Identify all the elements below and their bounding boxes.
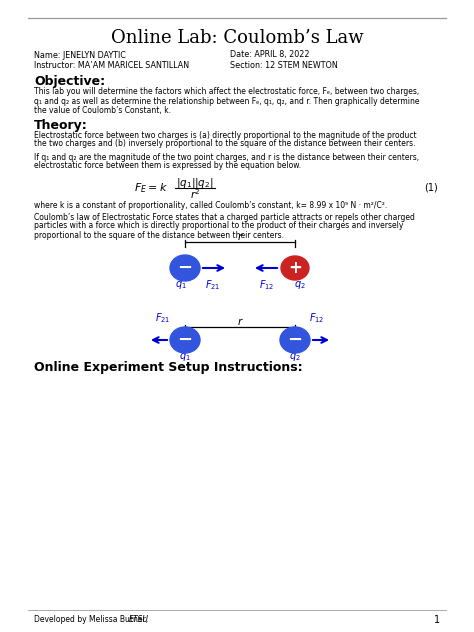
- Text: (1): (1): [424, 183, 438, 193]
- Text: This lab you will determine the factors which affect the electrostatic force, Fₑ: This lab you will determine the factors …: [34, 87, 419, 97]
- Text: r: r: [238, 232, 242, 242]
- Text: Coulomb’s law of Electrostatic Force states that a charged particle attracts or : Coulomb’s law of Electrostatic Force sta…: [34, 212, 415, 221]
- Text: where k is a constant of proportionality, called Coulomb’s constant, k= 8.99 x 1: where k is a constant of proportionality…: [34, 200, 387, 209]
- Ellipse shape: [170, 327, 200, 353]
- Text: $q_2$: $q_2$: [289, 351, 301, 363]
- Text: q₁ and q₂ as well as determine the relationship between Fₑ, q₁, q₂, and r. Then : q₁ and q₂ as well as determine the relat…: [34, 97, 419, 106]
- Text: ETSU: ETSU: [129, 616, 149, 624]
- Text: electrostatic force between them is expressed by the equation below.: electrostatic force between them is expr…: [34, 162, 301, 171]
- Ellipse shape: [280, 327, 310, 353]
- Text: Date: APRIL 8, 2022: Date: APRIL 8, 2022: [230, 51, 310, 59]
- Text: −: −: [177, 259, 192, 277]
- Text: $F_E = k$: $F_E = k$: [134, 181, 168, 195]
- Text: Name: JENELYN DAYTIC: Name: JENELYN DAYTIC: [34, 51, 126, 59]
- Text: $F_{21}$: $F_{21}$: [155, 311, 171, 325]
- Text: $q_2$: $q_2$: [294, 279, 306, 291]
- Text: the two charges and (b) inversely proportional to the square of the distance bet: the two charges and (b) inversely propor…: [34, 140, 416, 149]
- Text: $|q_1||q_2|$: $|q_1||q_2|$: [176, 176, 214, 190]
- Text: 1: 1: [434, 615, 440, 625]
- Text: +: +: [288, 259, 302, 277]
- Text: r: r: [238, 317, 242, 327]
- Text: $q_1$: $q_1$: [179, 351, 191, 363]
- Text: Theory:: Theory:: [34, 119, 88, 131]
- Ellipse shape: [170, 255, 200, 281]
- Text: Online Experiment Setup Instructions:: Online Experiment Setup Instructions:: [34, 362, 302, 375]
- Text: Electrostatic force between two charges is (a) directly proportional to the magn: Electrostatic force between two charges …: [34, 130, 417, 140]
- Text: proportional to the square of the distance between their centers.: proportional to the square of the distan…: [34, 231, 284, 240]
- Text: Instructor: MA’AM MARICEL SANTILLAN: Instructor: MA’AM MARICEL SANTILLAN: [34, 61, 189, 70]
- Ellipse shape: [281, 256, 309, 280]
- Text: Section: 12 STEM NEWTON: Section: 12 STEM NEWTON: [230, 61, 338, 70]
- Text: Developed by Melissa Butner,: Developed by Melissa Butner,: [34, 616, 151, 624]
- Text: $F_{12}$: $F_{12}$: [259, 278, 275, 292]
- Text: If q₁ and q₂ are the magnitude of the two point charges, and r is the distance b: If q₁ and q₂ are the magnitude of the tw…: [34, 152, 419, 162]
- Text: −: −: [177, 331, 192, 349]
- Text: the value of Coulomb’s Constant, k.: the value of Coulomb’s Constant, k.: [34, 106, 171, 114]
- Text: $F_{21}$: $F_{21}$: [205, 278, 221, 292]
- Text: $r^2$: $r^2$: [190, 187, 201, 201]
- Text: $q_1$: $q_1$: [175, 279, 187, 291]
- Text: Objective:: Objective:: [34, 75, 105, 88]
- Text: Online Lab: Coulomb’s Law: Online Lab: Coulomb’s Law: [111, 29, 363, 47]
- Text: particles with a force which is directly proportional to the product of their ch: particles with a force which is directly…: [34, 221, 403, 231]
- Text: $F_{12}$: $F_{12}$: [309, 311, 325, 325]
- Text: −: −: [287, 331, 302, 349]
